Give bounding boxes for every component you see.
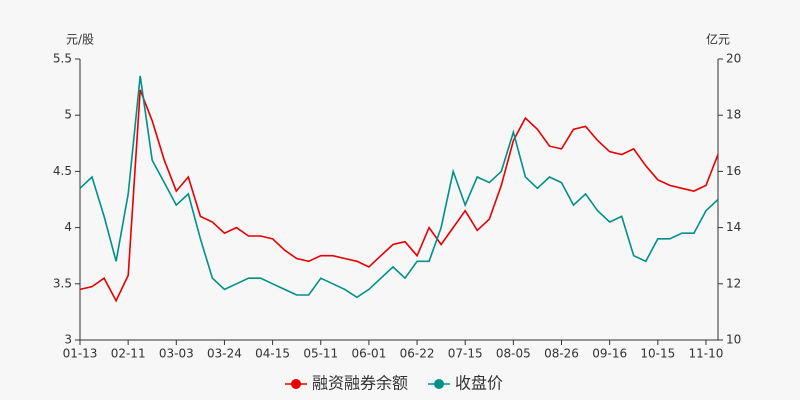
x-tick-label: 03-03 xyxy=(159,347,194,361)
series-line xyxy=(79,75,719,299)
x-tick-label: 08-05 xyxy=(496,347,531,361)
x-tick-label: 03-24 xyxy=(207,347,242,361)
x-tick-label: 02-11 xyxy=(111,347,146,361)
y-tick-label: 5 xyxy=(64,108,72,122)
y2-axis-title: 亿元 xyxy=(706,32,730,47)
x-tick-label: 01-13 xyxy=(63,347,98,361)
y-tick-label: 3 xyxy=(64,333,72,347)
y2-tick-label: 20 xyxy=(726,52,741,66)
y2-tick-label: 14 xyxy=(726,220,741,234)
x-tick-label: 11-10 xyxy=(689,347,724,361)
y-tick-label: 5.5 xyxy=(53,52,72,66)
y2-tick-label: 12 xyxy=(726,276,741,290)
y2-tick-label: 16 xyxy=(726,164,741,178)
x-tick-label: 05-11 xyxy=(303,347,338,361)
y-tick-label: 4 xyxy=(64,220,72,234)
y2-tick-label: 18 xyxy=(726,108,741,122)
x-tick-label: 07-15 xyxy=(448,347,483,361)
y2-tick-label: 10 xyxy=(726,333,741,347)
legend-label: 融资融券余额 xyxy=(312,374,408,393)
y-tick-label: 4.5 xyxy=(53,164,72,178)
x-tick-label: 06-22 xyxy=(400,347,435,361)
legend-swatch-dot xyxy=(291,379,301,389)
x-tick-label: 08-26 xyxy=(544,347,579,361)
legend-label: 收盘价 xyxy=(455,374,503,393)
y-axis-title: 元/股 xyxy=(66,33,94,47)
x-tick-label: 04-15 xyxy=(255,347,290,361)
x-tick-label: 09-16 xyxy=(592,347,627,361)
series-line xyxy=(79,89,719,303)
y-tick-label: 3.5 xyxy=(53,276,72,290)
x-tick-label: 06-01 xyxy=(351,347,386,361)
legend-swatch-dot xyxy=(434,379,445,389)
x-tick-label: 10-15 xyxy=(640,347,675,361)
